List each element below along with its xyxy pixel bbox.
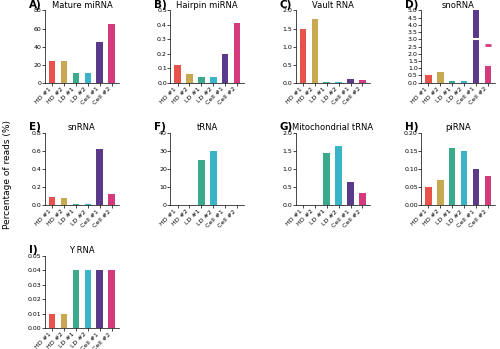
Bar bbox=[84, 204, 91, 205]
Bar bbox=[186, 74, 192, 83]
Bar bbox=[484, 66, 491, 83]
Bar bbox=[461, 82, 468, 83]
Bar bbox=[425, 187, 432, 205]
Text: C): C) bbox=[280, 0, 292, 10]
Bar bbox=[210, 77, 216, 83]
Text: G): G) bbox=[280, 122, 293, 132]
Text: D): D) bbox=[405, 0, 418, 10]
Bar bbox=[472, 10, 479, 83]
Bar bbox=[61, 61, 68, 83]
Title: Hairpin miRNA: Hairpin miRNA bbox=[176, 1, 238, 10]
Bar bbox=[108, 24, 115, 83]
Bar bbox=[72, 203, 79, 205]
Bar bbox=[324, 82, 330, 83]
Bar bbox=[49, 314, 56, 328]
Bar bbox=[312, 20, 318, 83]
Bar bbox=[72, 270, 79, 328]
Text: Percentage of reads (%): Percentage of reads (%) bbox=[2, 120, 12, 229]
Title: Vault RNA: Vault RNA bbox=[312, 1, 354, 10]
Bar bbox=[437, 180, 444, 205]
Bar bbox=[222, 54, 228, 83]
Bar bbox=[348, 182, 354, 205]
Text: A): A) bbox=[29, 0, 42, 10]
Text: F): F) bbox=[154, 122, 166, 132]
Title: tRNA: tRNA bbox=[196, 124, 218, 132]
Bar bbox=[96, 270, 103, 328]
Title: piRNA: piRNA bbox=[445, 124, 471, 132]
Bar bbox=[336, 146, 342, 205]
Bar bbox=[108, 270, 115, 328]
Bar bbox=[484, 177, 491, 205]
Title: Mitochondrial tRNA: Mitochondrial tRNA bbox=[292, 124, 374, 132]
Bar bbox=[234, 23, 240, 83]
Bar bbox=[49, 61, 56, 83]
Bar bbox=[96, 149, 103, 205]
Text: I): I) bbox=[29, 245, 38, 255]
Bar bbox=[425, 75, 432, 83]
Bar bbox=[461, 151, 468, 205]
Bar bbox=[359, 81, 366, 83]
Bar bbox=[84, 73, 91, 83]
Bar bbox=[449, 148, 456, 205]
Text: E): E) bbox=[29, 122, 40, 132]
Bar bbox=[72, 73, 79, 83]
Bar bbox=[61, 198, 68, 205]
Bar bbox=[96, 42, 103, 83]
Title: snoRNA: snoRNA bbox=[442, 1, 474, 10]
Bar bbox=[449, 81, 456, 83]
Title: Y RNA: Y RNA bbox=[69, 246, 94, 255]
Bar bbox=[49, 197, 56, 205]
Bar bbox=[174, 65, 181, 83]
Text: B): B) bbox=[154, 0, 167, 10]
Bar bbox=[198, 160, 204, 205]
Bar bbox=[84, 270, 91, 328]
Bar bbox=[437, 72, 444, 83]
Text: H): H) bbox=[405, 122, 418, 132]
Bar bbox=[336, 82, 342, 83]
Title: Mature miRNA: Mature miRNA bbox=[52, 1, 112, 10]
Bar bbox=[108, 194, 115, 205]
Bar bbox=[61, 314, 68, 328]
Bar bbox=[324, 153, 330, 205]
Bar bbox=[472, 169, 479, 205]
Bar bbox=[210, 151, 216, 205]
Bar bbox=[359, 193, 366, 205]
Bar bbox=[300, 29, 306, 83]
Bar bbox=[198, 77, 204, 83]
Title: snRNA: snRNA bbox=[68, 124, 96, 132]
Bar bbox=[348, 79, 354, 83]
